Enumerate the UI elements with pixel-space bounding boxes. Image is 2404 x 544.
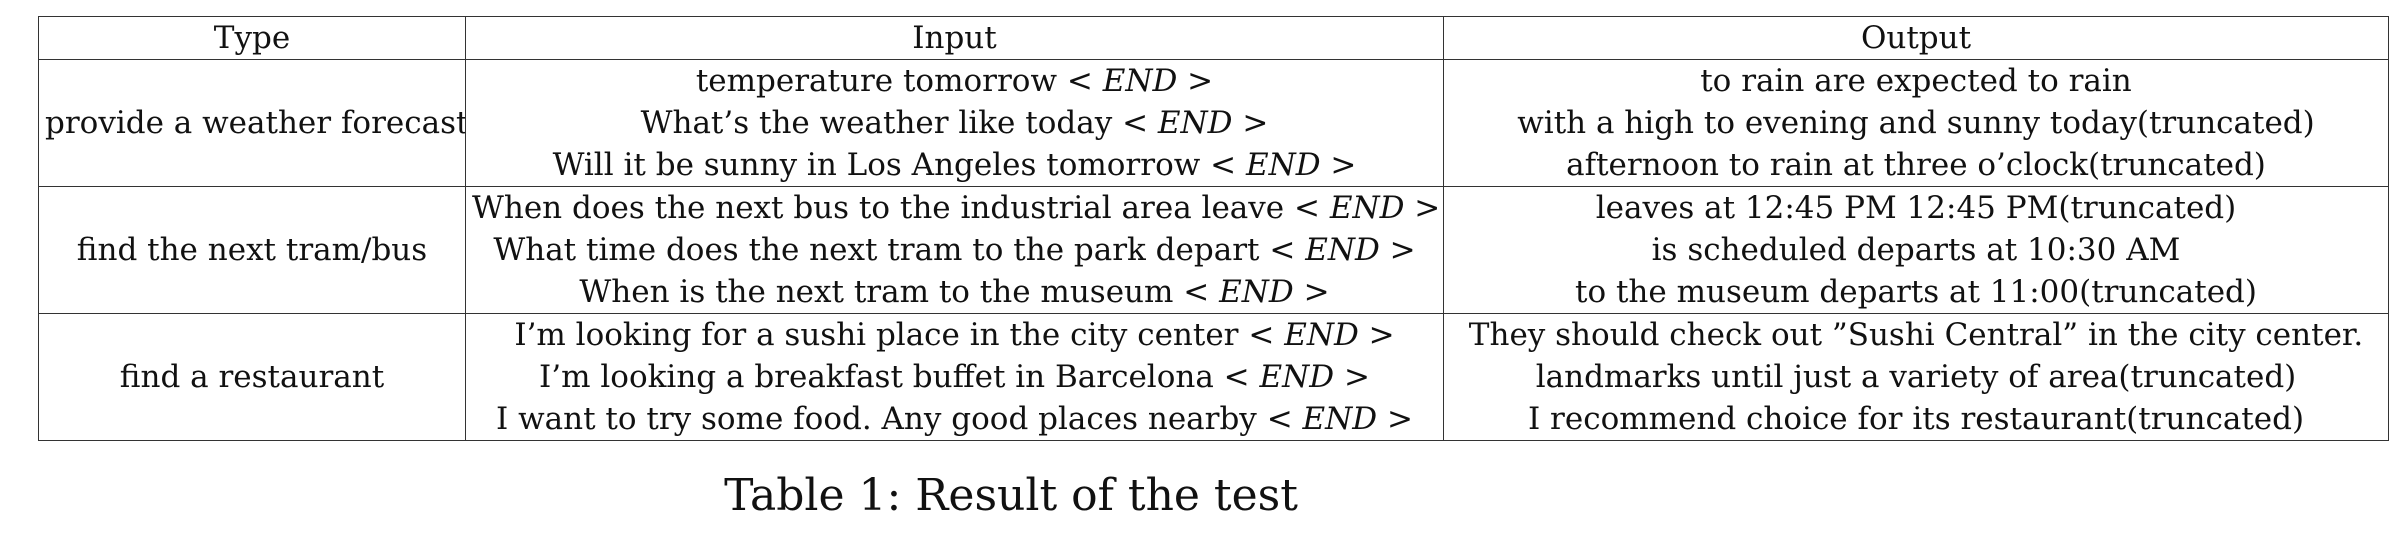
header-output: Output	[1443, 16, 2389, 60]
input-line: Will it be sunny in Los Angeles tomorrow…	[552, 147, 1357, 183]
end-token: < END >	[1223, 359, 1370, 395]
end-token: < END >	[1294, 190, 1441, 226]
output-cell: leaves at 12:45 PM 12:45 PM(truncated) i…	[1443, 186, 2389, 314]
output-line: afternoon to rain at three o’clock(trunc…	[1566, 147, 2266, 183]
results-table: Type Input Output provide a weather fore…	[38, 16, 2389, 441]
input-line: What’s the weather like today < END >	[640, 105, 1269, 141]
type-cell: provide a weather forecast	[38, 59, 466, 187]
table-row: find the next tram/bus When does the nex…	[38, 186, 2389, 314]
input-cell: I’m looking for a sushi place in the cit…	[465, 313, 1444, 441]
header-type: Type	[38, 16, 466, 60]
output-line: to rain are expected to rain	[1700, 63, 2132, 99]
output-line: to the museum departs at 11:00(truncated…	[1575, 274, 2257, 310]
table-row: provide a weather forecast temperature t…	[38, 59, 2389, 187]
output-line: is scheduled departs at 10:30 AM	[1651, 232, 2181, 268]
output-line: leaves at 12:45 PM 12:45 PM(truncated)	[1595, 190, 2237, 226]
end-token: < END >	[1183, 274, 1330, 310]
input-cell: When does the next bus to the industrial…	[465, 186, 1444, 314]
type-cell: find a restaurant	[38, 313, 466, 441]
end-token: < END >	[1122, 105, 1269, 141]
output-cell: They should check out ”Sushi Central” in…	[1443, 313, 2389, 441]
end-token: < END >	[1066, 63, 1214, 99]
input-cell: temperature tomorrow < END > What’s the …	[465, 59, 1444, 187]
header-input: Input	[465, 16, 1444, 60]
output-line: with a high to evening and sunny today(t…	[1517, 105, 2315, 141]
table-caption: Table 1: Result of the test	[724, 470, 1298, 521]
output-line: landmarks until just a variety of area(t…	[1535, 359, 2297, 395]
table-header-row: Type Input Output	[38, 16, 2389, 60]
input-line: I’m looking a breakfast buffet in Barcel…	[539, 359, 1370, 395]
end-token: < END >	[1210, 147, 1357, 183]
input-line: temperature tomorrow < END >	[695, 63, 1214, 99]
input-line: I want to try some food. Any good places…	[496, 401, 1413, 437]
output-line: They should check out ”Sushi Central” in…	[1468, 317, 2364, 353]
end-token: < END >	[1266, 401, 1413, 437]
input-line: I’m looking for a sushi place in the cit…	[514, 317, 1395, 353]
output-cell: to rain are expected to rain with a high…	[1443, 59, 2389, 187]
input-line: When is the next tram to the museum < EN…	[579, 274, 1330, 310]
type-cell: find the next tram/bus	[38, 186, 466, 314]
output-line: I recommend choice for its restaurant(tr…	[1527, 401, 2305, 437]
end-token: < END >	[1248, 317, 1395, 353]
input-line: When does the next bus to the industrial…	[472, 190, 1441, 226]
input-line: What time does the next tram to the park…	[493, 232, 1416, 268]
table-row: find a restaurant I’m looking for a sush…	[38, 313, 2389, 441]
end-token: < END >	[1269, 232, 1416, 268]
